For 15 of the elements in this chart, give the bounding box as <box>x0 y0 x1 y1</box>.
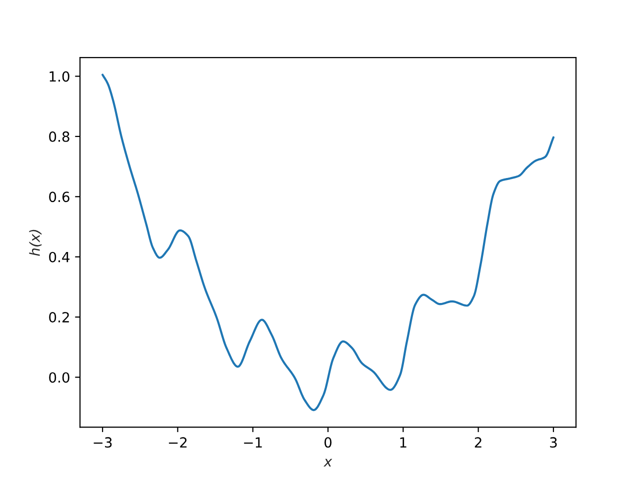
x-tick-label: 2 <box>474 437 482 448</box>
y-axis-title: h(x) <box>29 230 42 256</box>
x-tick-label: 1 <box>400 437 406 448</box>
y-tick-label: 1.0 <box>50 71 70 82</box>
x-tick-label: −1 <box>244 437 262 448</box>
x-tick-label: −2 <box>168 437 187 448</box>
x-tick-label: 0 <box>324 437 332 448</box>
y-tick-label: 0.0 <box>49 372 70 383</box>
x-axis-title: x <box>324 458 332 466</box>
x-tick-label: 3 <box>550 437 557 448</box>
x-tick-label: −3 <box>94 437 112 448</box>
y-tick-label: 0.8 <box>49 131 70 142</box>
y-tick-label: 0.4 <box>49 252 70 262</box>
y-tick-label: 0.2 <box>49 312 69 323</box>
y-tick-label: 0.6 <box>49 192 70 202</box>
